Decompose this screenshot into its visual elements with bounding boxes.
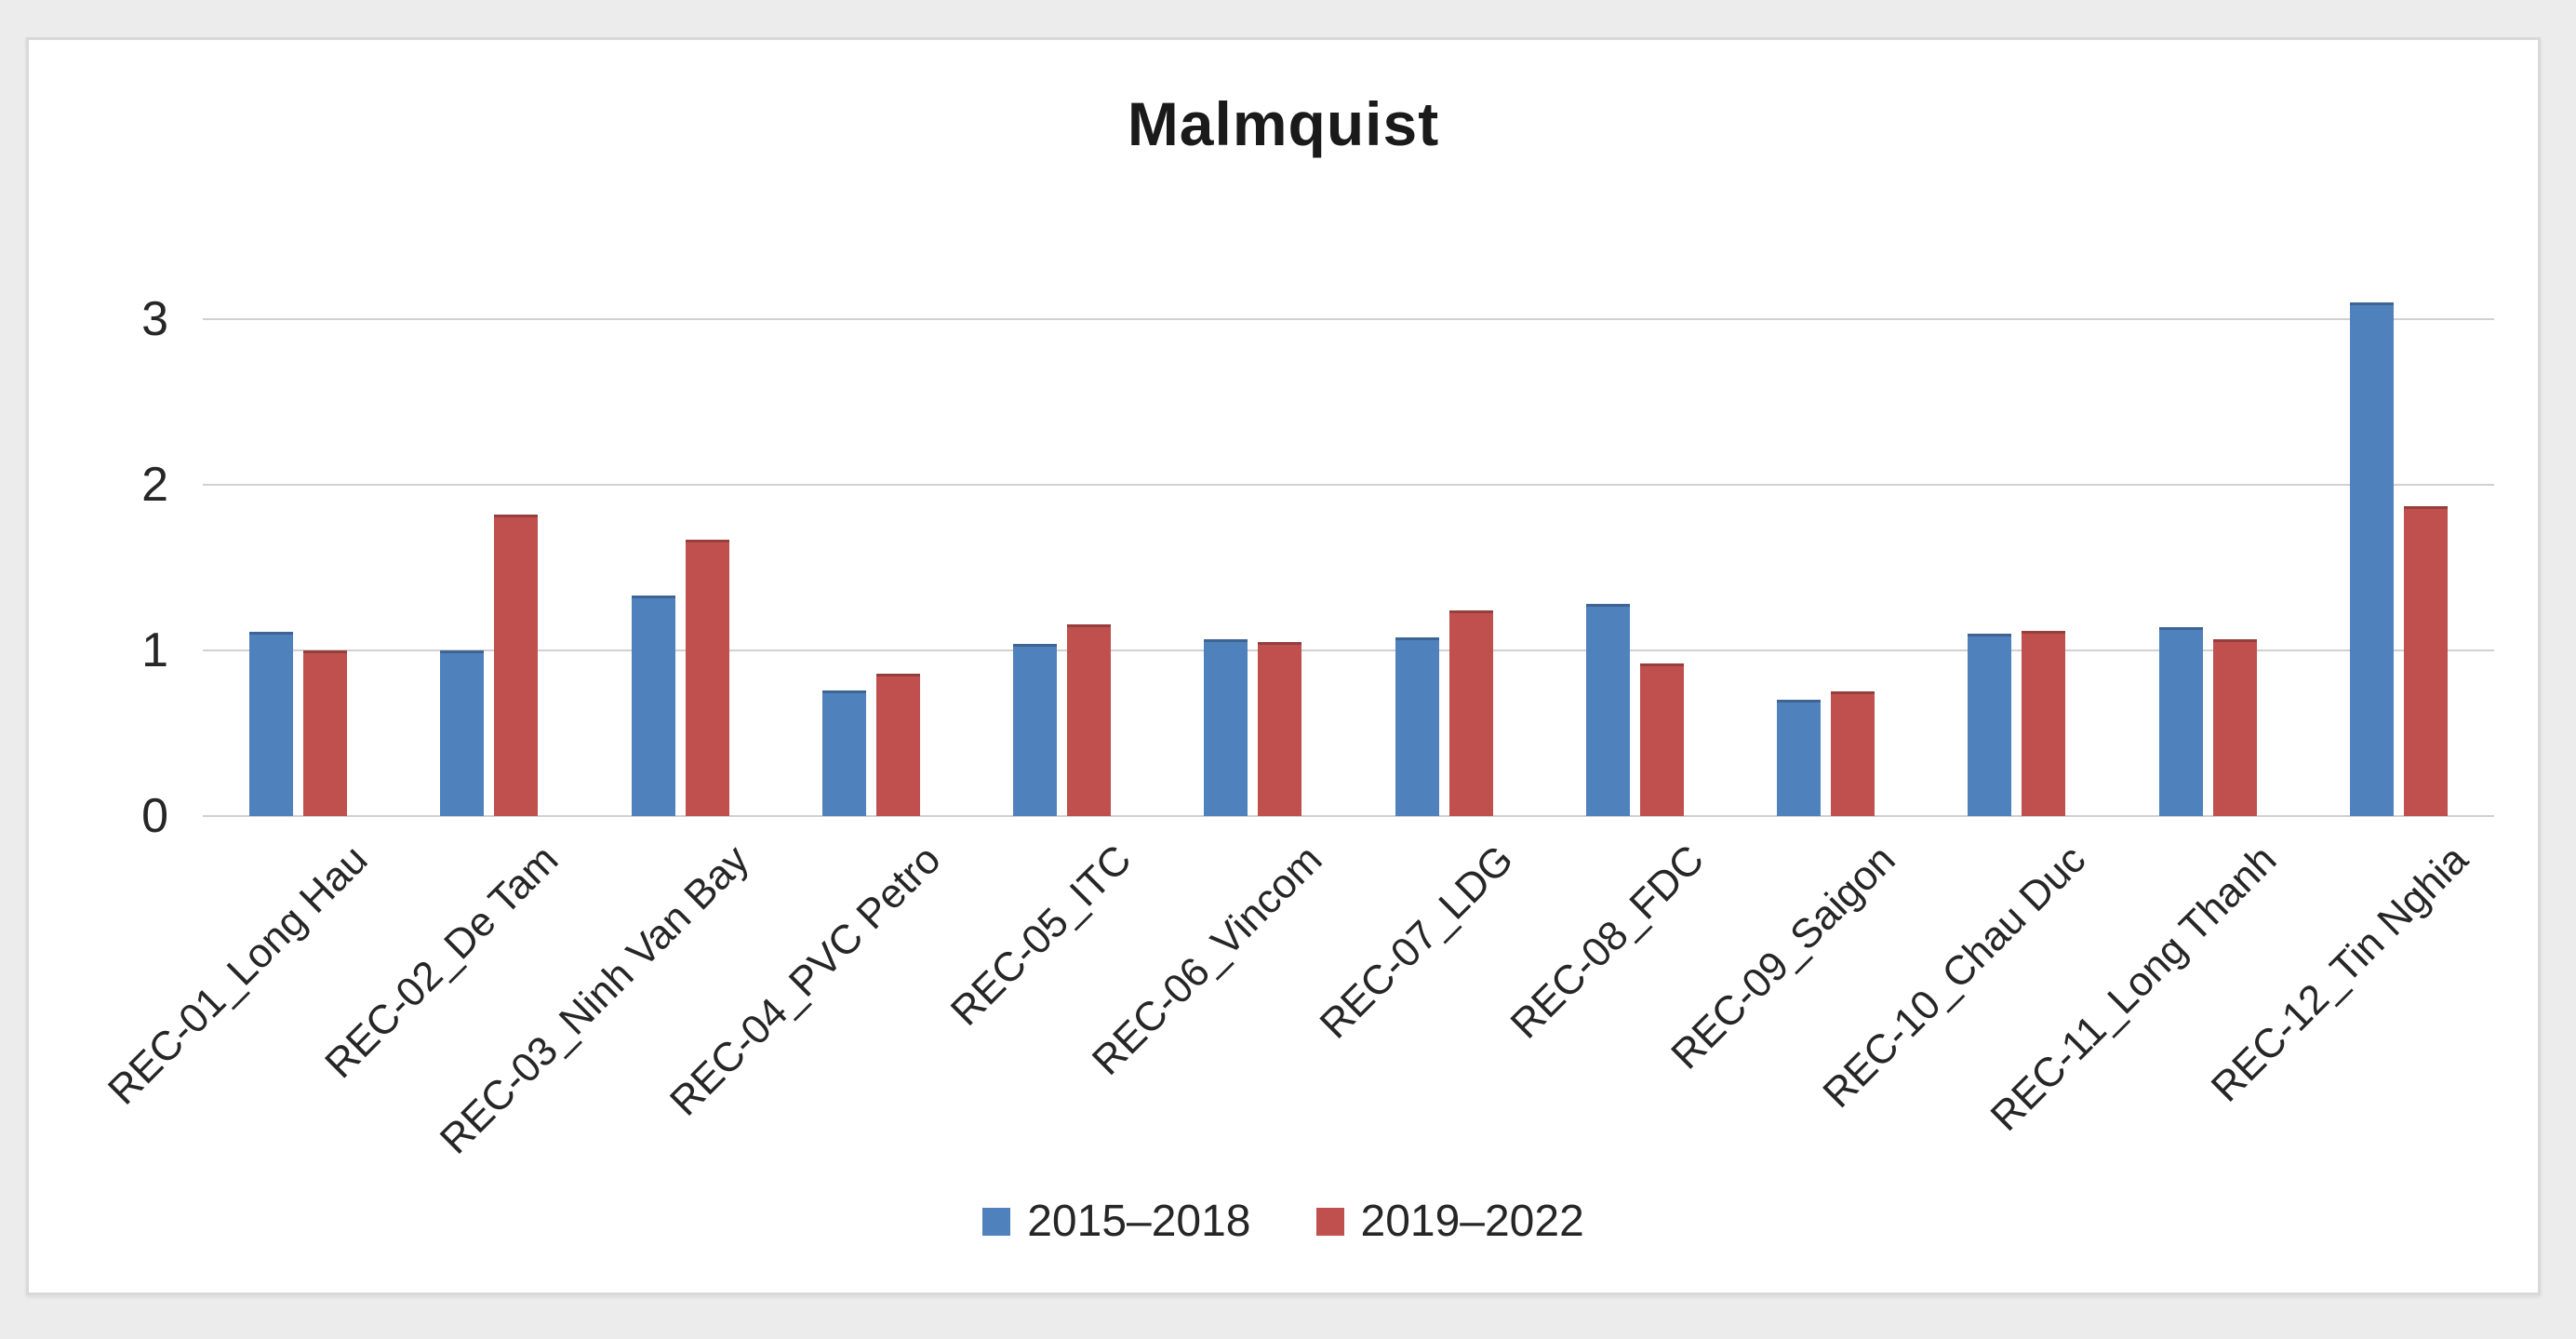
chart-title: Malmquist: [1127, 89, 1440, 158]
legend-label-series2: 2019–2022: [1360, 1197, 1584, 1246]
y-tick-label-0: 0: [141, 789, 168, 843]
bar-2019–2022-REC-12_Tin Nghia: [2404, 506, 2448, 816]
gridline-y1: [203, 649, 2494, 651]
y-tick-label-3: 3: [141, 292, 168, 346]
bar-2015–2018-REC-01_Long Hau: [249, 632, 293, 816]
gridline-y3: [203, 318, 2494, 320]
legend-label-series1: 2015–2018: [1027, 1197, 1251, 1246]
legend-swatch-series1: [982, 1207, 1011, 1236]
bar-2015–2018-REC-10_Chau Duc: [1968, 634, 2011, 816]
legend-swatch-series2: [1315, 1207, 1344, 1236]
bar-2019–2022-REC-03_Ninh Van Bay: [686, 540, 729, 816]
x-axis-label-REC-08_FDC: REC-08_FDC: [1502, 837, 1714, 1048]
bar-2015–2018-REC-06_Vincom: [1204, 639, 1248, 816]
bar-2019–2022-REC-04_PVC Petro: [876, 674, 920, 816]
bar-2015–2018-REC-12_Tin Nghia: [2350, 302, 2394, 816]
bar-2015–2018-REC-08_FDC: [1586, 604, 1630, 816]
legend-item-series2: 2019–2022: [1315, 1196, 1584, 1247]
bar-2015–2018-REC-05_ITC: [1013, 644, 1057, 816]
bar-2019–2022-REC-08_FDC: [1640, 663, 1684, 816]
bar-2015–2018-REC-02_De Tam: [440, 650, 484, 816]
bar-2015–2018-REC-09_Saigon: [1777, 700, 1821, 816]
bar-2015–2018-REC-07_LDG: [1395, 637, 1439, 816]
bar-2019–2022-REC-11_Long Thanh: [2213, 639, 2257, 816]
x-axis-label-REC-07_LDG: REC-07_LDG: [1311, 837, 1522, 1048]
bar-2019–2022-REC-05_ITC: [1067, 624, 1111, 816]
gridline-y0: [203, 815, 2494, 817]
bar-2015–2018-REC-11_Long Thanh: [2159, 627, 2203, 816]
gridline-y2: [203, 484, 2494, 486]
x-axis-label-REC-03_Ninh Van Bay: REC-03_Ninh Van Bay: [432, 837, 758, 1163]
bar-2019–2022-REC-09_Saigon: [1831, 691, 1875, 816]
bar-2019–2022-REC-02_De Tam: [494, 515, 538, 816]
bar-2015–2018-REC-04_PVC Petro: [822, 690, 866, 816]
bar-2015–2018-REC-03_Ninh Van Bay: [632, 596, 675, 816]
bar-2019–2022-REC-06_Vincom: [1258, 642, 1301, 816]
y-tick-label-1: 1: [141, 623, 168, 677]
bar-2019–2022-REC-10_Chau Duc: [2022, 631, 2065, 816]
legend: 2015–2018 2019–2022: [29, 1196, 2538, 1247]
x-axis-label-REC-05_ITC: REC-05_ITC: [941, 837, 1141, 1035]
plot-area: [203, 263, 2494, 817]
bar-2019–2022-REC-07_LDG: [1449, 610, 1493, 816]
legend-item-series1: 2015–2018: [982, 1196, 1251, 1247]
bar-2019–2022-REC-01_Long Hau: [303, 650, 347, 816]
y-tick-label-2: 2: [141, 458, 168, 512]
